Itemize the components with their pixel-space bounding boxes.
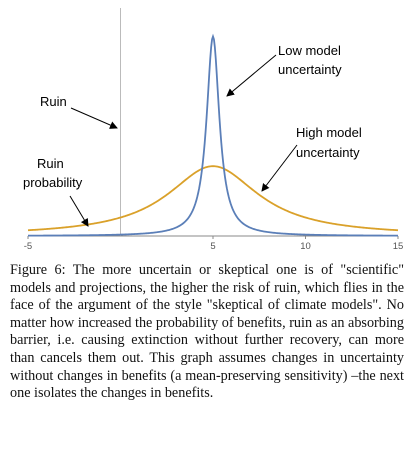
series-high-uncertainty-curve — [27, 165, 399, 232]
annotation-ruin: Ruin — [40, 94, 67, 109]
x-tick-label: 15 — [393, 241, 404, 252]
arrow-ruin-probability — [69, 195, 89, 227]
annotation-high-model-line2: uncertainty — [296, 145, 360, 160]
annotation-ruin-probability-line2: probability — [23, 175, 83, 190]
figure-caption: Figure 6: The more uncertain or skeptica… — [10, 262, 404, 402]
annotation-ruin-probability-line1: Ruin — [37, 156, 64, 171]
annotation-low-model-line1: Low model — [278, 43, 341, 58]
x-tick-label: 5 — [210, 241, 215, 252]
arrow-high-model — [261, 144, 298, 192]
arrow-ruin — [70, 107, 118, 129]
x-axis-ticks: -5 5 10 15 — [24, 236, 404, 252]
arrow-low-model — [226, 54, 277, 97]
annotation-low-model-line2: uncertainty — [278, 62, 342, 77]
distribution-chart: -5 5 10 15 Ruin Ruin probability Low model … — [23, 8, 404, 252]
x-tick-label: -5 — [24, 241, 32, 252]
annotation-high-model-line1: High model — [296, 125, 362, 140]
series-low-uncertainty-curve — [28, 33, 398, 237]
x-tick-label: 10 — [300, 241, 311, 252]
